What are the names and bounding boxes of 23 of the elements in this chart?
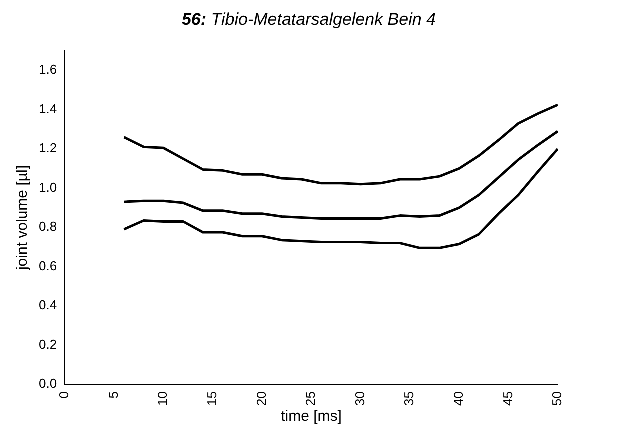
y-tick-label: 1.2 xyxy=(38,140,58,156)
y-axis-title: joint volume [µl] xyxy=(14,166,32,272)
y-tick-label: 0.0 xyxy=(38,376,58,392)
x-tick-label: 25 xyxy=(303,392,318,406)
y-tick-label: 1.6 xyxy=(38,62,58,78)
y-tick-label: 0.2 xyxy=(38,336,58,352)
y-tick-label: 1.4 xyxy=(38,101,58,116)
y-tick-label: 0.8 xyxy=(38,219,58,234)
x-tick-label: 50 xyxy=(550,392,565,406)
x-tick-label: 0 xyxy=(56,392,72,399)
x-tick-label: 40 xyxy=(450,392,466,406)
chart-title: 56: Tibio-Metatarsalgelenk Bein 4 xyxy=(180,10,438,30)
x-tick-label: 5 xyxy=(106,392,121,399)
y-tick-label: 1.0 xyxy=(38,180,58,195)
x-tick-label: 35 xyxy=(402,392,417,406)
x-tick-label: 15 xyxy=(204,392,220,406)
x-axis-title: time [ms] xyxy=(281,408,342,426)
x-tick-label: 45 xyxy=(500,392,516,406)
x-tick-label: 10 xyxy=(155,392,170,406)
x-tick-label: 30 xyxy=(352,392,368,406)
y-tick-label: 0.4 xyxy=(38,298,58,313)
y-tick-label: 0.6 xyxy=(38,258,58,274)
x-tick-label: 20 xyxy=(254,392,269,406)
